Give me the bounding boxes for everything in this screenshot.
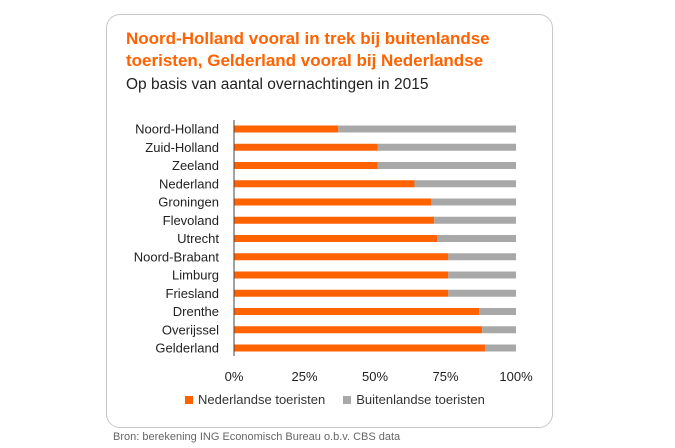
bar-foreign [448,253,516,261]
legend-label-foreign: Buitenlandse toeristen [356,392,485,407]
legend-swatch-foreign [343,395,352,404]
category-label: Zeeland [172,158,219,173]
category-label: Zuid-Holland [145,140,219,155]
chart-legend: Nederlandse toeristen Buitenlandse toeri… [185,392,503,407]
chart-subtitle: Op basis van aantal overnachtingen in 20… [126,76,429,93]
bar-dutch [234,143,378,151]
x-tick-label: 25% [291,369,317,384]
bar-dutch [234,271,449,279]
x-tick-label: 0% [225,369,244,384]
bar-dutch [234,326,483,334]
bar-foreign [434,216,516,224]
bar-foreign [414,180,516,188]
category-label: Overijssel [162,322,219,337]
bar-dutch [234,216,435,224]
bar-dutch [234,162,378,169]
source-note: Bron: berekening ING Economisch Bureau o… [113,431,401,443]
category-label: Gelderland [155,341,219,356]
category-label: Nederland [159,176,219,191]
bar-foreign [479,308,516,315]
bar-foreign [448,271,516,279]
category-label: Groningen [158,195,219,210]
category-label: Flevoland [163,213,219,228]
bar-dutch [234,235,438,242]
category-label: Friesland [166,286,219,301]
bar-dutch [234,308,480,315]
bar-foreign [377,143,516,151]
legend-swatch-dutch [185,395,193,404]
bar-dutch [234,198,432,206]
category-label: Limburg [172,268,219,283]
bar-foreign [437,235,516,242]
x-tick-label: 50% [362,369,388,384]
bar-foreign [482,326,516,334]
bar-dutch [234,180,415,188]
bar-foreign [377,162,516,169]
x-tick-label: 100% [499,369,533,384]
bar-dutch [234,289,449,297]
bar-dutch [234,125,339,133]
bar-dutch [234,344,485,352]
x-tick-label: 75% [432,369,458,384]
category-label: Noord-Brabant [134,249,220,264]
legend-label-dutch: Nederlandse toeristen [198,392,326,407]
legend-item-foreign: Buitenlandse toeristen [343,392,485,407]
category-label: Utrecht [177,231,219,246]
bar-foreign [484,344,516,352]
chart-title: Noord-Holland vooral in trek bij buitenl… [126,29,490,70]
category-label: Drenthe [173,304,219,319]
legend-item-dutch: Nederlandse toeristen [185,392,325,407]
bar-foreign [338,125,516,133]
bar-dutch [234,253,449,261]
bar-foreign [448,289,516,297]
bar-foreign [431,198,516,206]
category-label: Noord-Holland [135,122,219,137]
